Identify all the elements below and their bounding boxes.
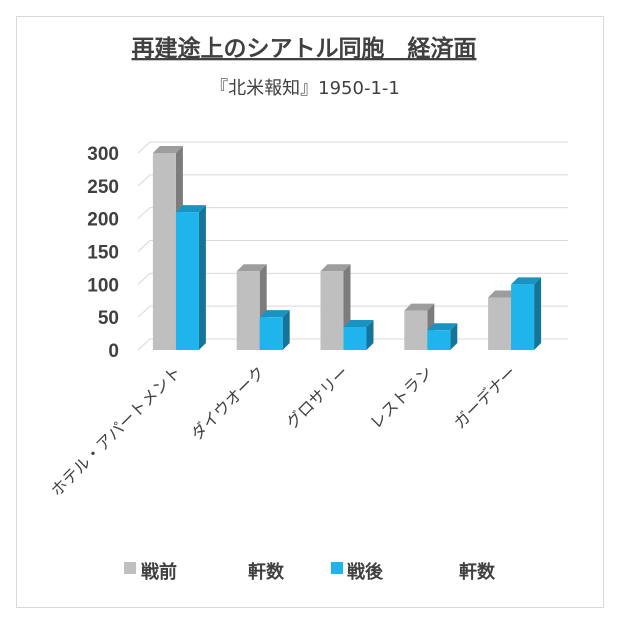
legend-swatch-postwar [331,562,343,574]
bar-side [366,320,374,350]
x-tick-label: ホテル・アパートメント [47,362,185,500]
bar-top [236,264,267,272]
bar-front [236,271,260,350]
bar-front [259,317,283,350]
bar-side [198,205,206,350]
legend-label-postwar: 戦後 [347,561,384,583]
y-axis-tick-labels: 0 50 100 150 200 250 300 [87,144,119,362]
y-tick-label: 250 [87,177,119,198]
y-tick-label: 0 [108,341,119,362]
bar [259,310,290,350]
bar-front [175,212,199,350]
gridline [137,207,568,220]
x-axis-tick-labels: ホテル・アパートメント ダイウオーク グロサリー レストラン ガーデナー [47,362,520,500]
legend-label-prewar: 戦前 [141,561,177,583]
bar-top [427,323,458,331]
bar-side [534,277,542,350]
bar-front [511,284,535,350]
gridline [137,272,568,285]
y-tick-label: 50 [98,308,119,329]
bar-front [343,327,367,350]
bar-top [152,146,183,153]
bar-top [511,277,542,285]
x-tick-label: ガーデナー [450,362,520,432]
x-tick-label: ダイウオーク [187,362,268,443]
bar [427,323,458,350]
bar-top [488,290,519,298]
bar-front [488,297,512,350]
bar-top [175,205,206,213]
bar-front [404,310,428,350]
y-tick-label: 150 [87,243,119,264]
chart-subtitle: 『北米報知』1950-1-1 [210,78,400,99]
gridline [137,240,568,252]
bar-top [404,303,435,311]
bar-side [450,323,458,350]
bar [343,320,374,350]
bar-side [282,310,290,350]
x-tick-label: レストラン [366,362,436,432]
bar-top [343,320,374,328]
x-tick-label: グロサリー [282,362,352,432]
bar [175,205,206,350]
bar-front [427,330,451,350]
bar-front [152,153,176,350]
bars [152,146,542,350]
chart-title: 再建途上のシアトル同胞 経済面 [132,35,477,62]
bar-top [259,310,290,318]
bar-top [320,264,351,272]
gridline [137,174,568,187]
legend-swatch-prewar [124,562,136,574]
legend-unit-postwar: 軒数 [459,561,496,583]
y-tick-label: 200 [87,210,119,231]
gridline [137,141,568,154]
bar [511,277,542,350]
legend-unit-prewar: 軒数 [248,561,285,583]
y-tick-label: 300 [87,144,119,165]
y-tick-label: 100 [87,275,119,296]
legend: 戦前 軒数 戦後 軒数 [124,561,496,583]
bar-front [320,271,344,350]
